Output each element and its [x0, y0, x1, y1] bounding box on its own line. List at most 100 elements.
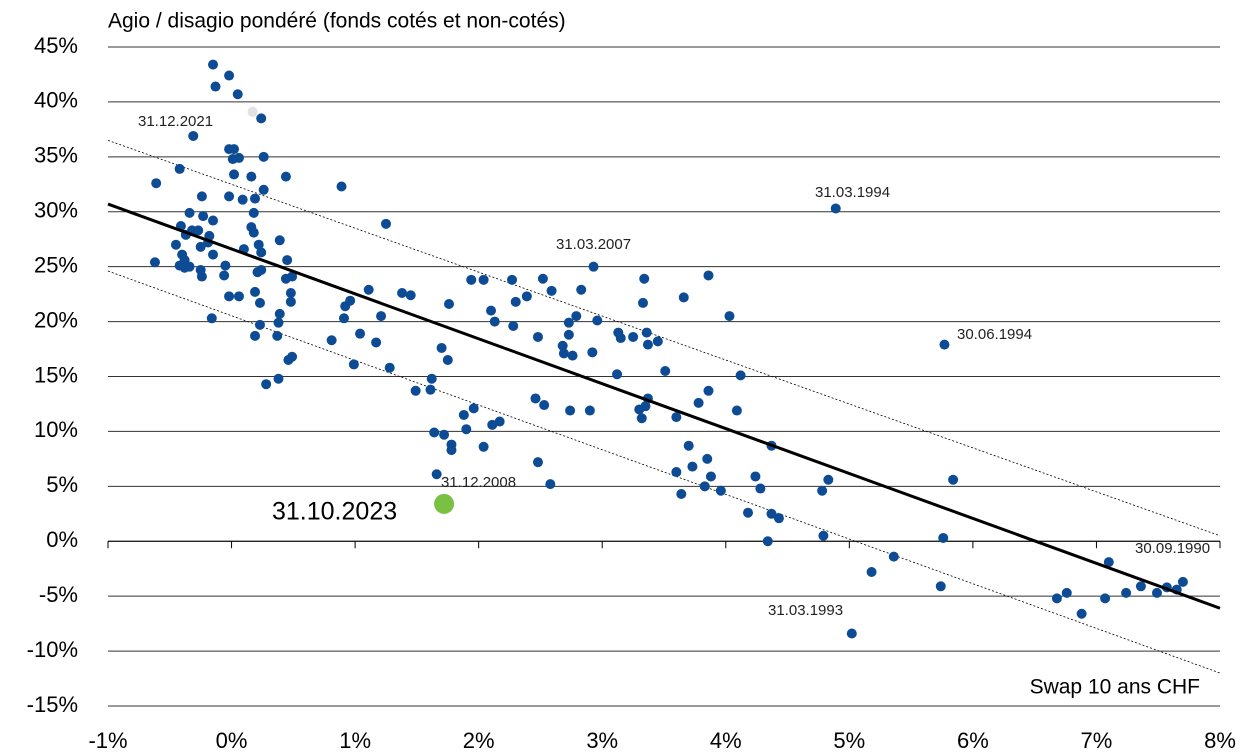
point	[446, 445, 457, 456]
point	[193, 225, 204, 236]
point	[478, 274, 489, 285]
point	[539, 400, 550, 411]
point	[219, 270, 230, 281]
point	[151, 178, 162, 189]
point	[274, 235, 285, 246]
x-tick-label: 3%	[586, 728, 618, 753]
point	[246, 171, 257, 182]
point	[693, 397, 704, 408]
point	[592, 315, 603, 326]
point	[743, 507, 754, 518]
x-tick-label: 4%	[710, 728, 742, 753]
point	[434, 493, 455, 514]
point	[938, 532, 949, 543]
annotation: 31.03.1994	[815, 184, 890, 201]
point	[478, 441, 489, 452]
point	[224, 70, 235, 81]
point	[285, 288, 296, 299]
point	[444, 299, 455, 310]
y-tick-label: 45%	[34, 33, 78, 58]
point	[442, 355, 453, 366]
y-tick-label: 25%	[34, 252, 78, 277]
x-tick-label: 6%	[957, 728, 989, 753]
point	[671, 467, 682, 478]
point	[237, 194, 248, 205]
point	[615, 333, 626, 344]
point	[431, 469, 442, 480]
point	[846, 628, 857, 639]
point	[468, 403, 479, 414]
point	[258, 151, 269, 162]
point	[637, 297, 648, 308]
point	[229, 169, 240, 180]
point	[576, 284, 587, 295]
point	[1061, 587, 1072, 598]
point	[935, 581, 946, 592]
y-tick-label: 20%	[34, 307, 78, 332]
point	[224, 191, 235, 202]
point	[210, 81, 221, 92]
point	[208, 59, 219, 70]
point	[405, 290, 416, 301]
y-tick-label: -10%	[27, 637, 78, 662]
point	[571, 311, 582, 322]
point	[174, 163, 185, 174]
point	[521, 291, 532, 302]
x-tick-label: 5%	[833, 728, 865, 753]
point	[258, 184, 269, 195]
point	[642, 339, 653, 350]
point	[253, 239, 264, 250]
point	[188, 130, 199, 141]
point	[1135, 581, 1146, 592]
y-tick-label: 5%	[46, 472, 78, 497]
x-tick-label: 2%	[463, 728, 495, 753]
point	[1076, 608, 1087, 619]
point	[397, 288, 408, 299]
point	[1100, 593, 1111, 604]
point	[252, 267, 263, 278]
point	[273, 317, 284, 328]
point	[184, 261, 195, 272]
point	[220, 260, 231, 271]
point	[184, 207, 195, 218]
annotation: 30.09.1990	[1135, 540, 1210, 557]
y-tick-label: -15%	[27, 692, 78, 717]
point	[634, 404, 645, 415]
point	[671, 412, 682, 423]
point	[532, 331, 543, 342]
point	[641, 327, 652, 338]
point	[429, 427, 440, 438]
point	[584, 405, 595, 416]
point	[208, 215, 219, 226]
point	[206, 313, 217, 324]
point	[233, 152, 244, 163]
point	[628, 331, 639, 342]
point	[1151, 587, 1162, 598]
point	[410, 385, 421, 396]
point	[384, 362, 395, 373]
point	[683, 440, 694, 451]
point	[224, 291, 235, 302]
point	[489, 316, 500, 327]
annotation: 31.03.1993	[768, 602, 843, 619]
point	[439, 429, 450, 440]
x-tick-label: 8%	[1204, 728, 1236, 753]
point	[487, 419, 498, 430]
point	[348, 359, 359, 370]
point	[338, 313, 349, 324]
point	[233, 291, 244, 302]
point	[830, 203, 841, 214]
point	[198, 211, 209, 222]
point	[256, 247, 267, 258]
point	[250, 330, 261, 341]
point	[532, 457, 543, 468]
annotation: 31.12.2008	[441, 474, 516, 491]
annotation: 31.03.2007	[556, 236, 631, 253]
x-tick-label: -1%	[88, 728, 127, 753]
point	[149, 257, 160, 268]
point	[1121, 587, 1132, 598]
point	[636, 413, 647, 424]
point	[724, 311, 735, 322]
y-tick-label: 0%	[46, 527, 78, 552]
